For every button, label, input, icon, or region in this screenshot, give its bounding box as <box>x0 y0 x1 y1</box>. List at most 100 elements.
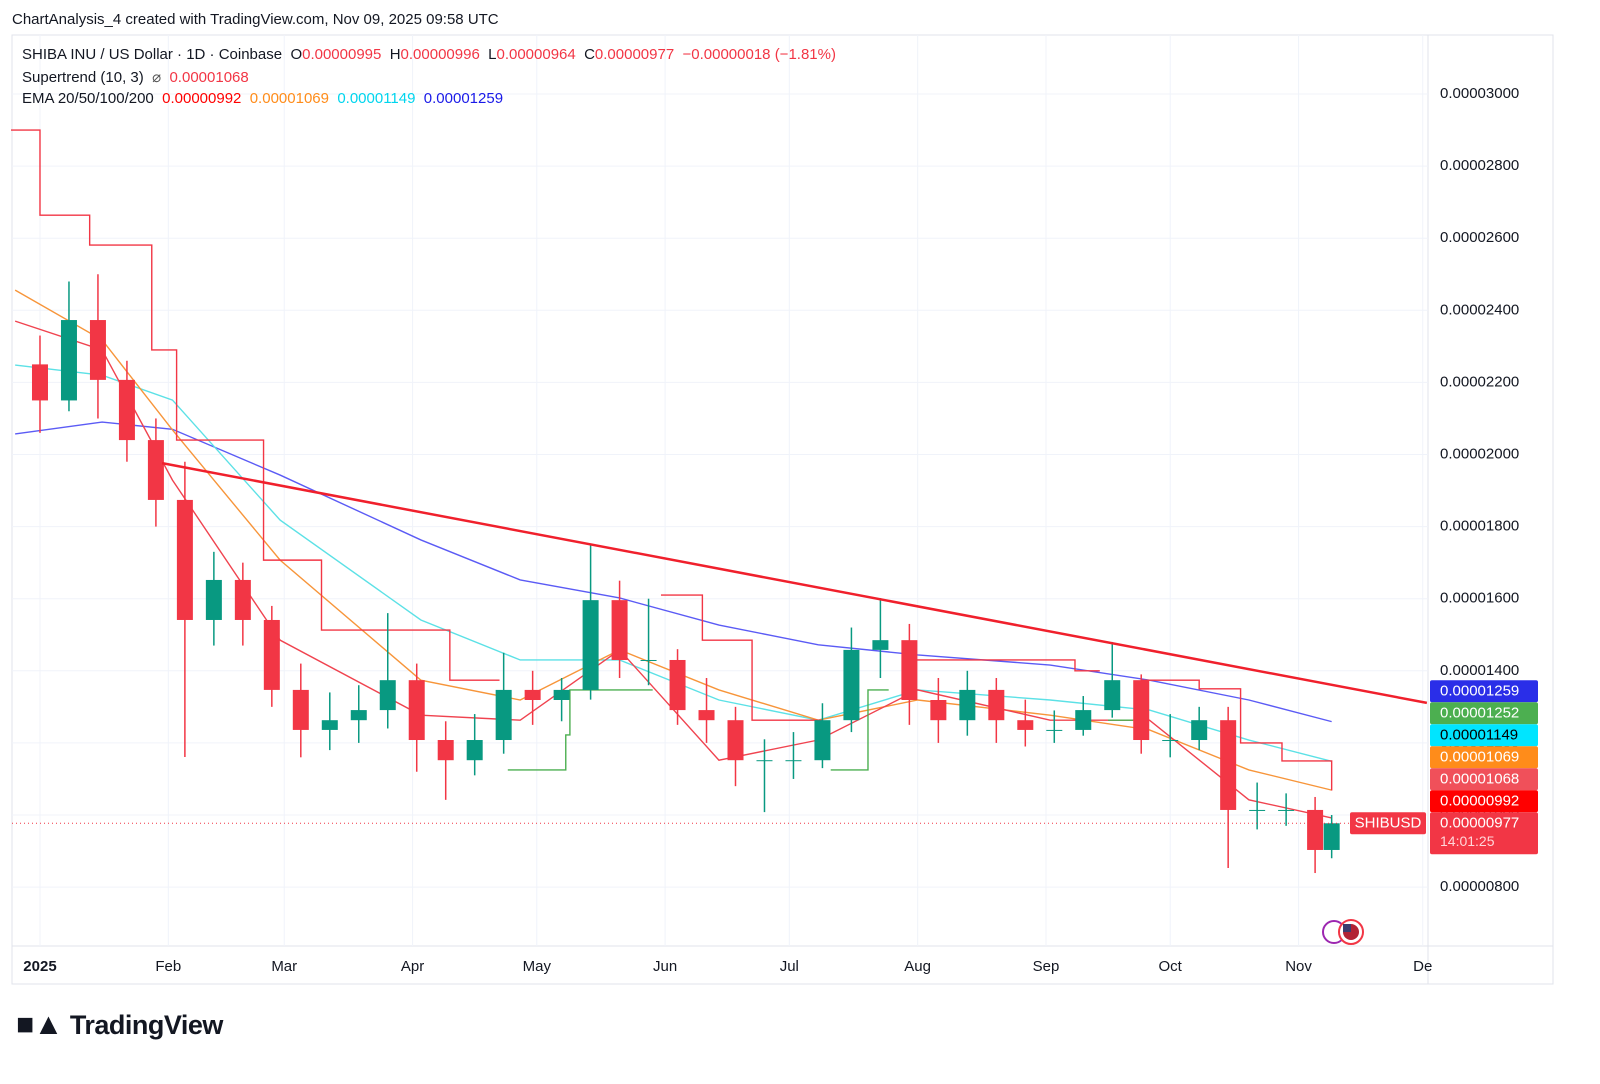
candle-body <box>930 700 947 721</box>
y-tick-label: 0.00002200 <box>1440 373 1519 390</box>
y-tick-label: 0.00002400 <box>1440 301 1519 318</box>
ema-line <box>15 364 1332 762</box>
candle-body <box>1220 720 1237 810</box>
ema100-value: 0.00001149 <box>337 90 416 107</box>
price-label: 0.00001252 <box>1440 704 1519 721</box>
candle-body <box>205 579 222 620</box>
h-value: 0.00000996 <box>400 46 480 63</box>
candle-body <box>437 740 454 761</box>
candle-body <box>988 689 1005 721</box>
candle-body <box>466 740 483 761</box>
brand-logo: ■▲ TradingView <box>16 1008 224 1041</box>
candle-body <box>292 689 309 730</box>
candle-body <box>1307 809 1324 850</box>
l-value: 0.00000964 <box>496 46 576 63</box>
y-tick-label: 0.00000800 <box>1440 878 1519 895</box>
supertrend-line <box>1141 679 1333 791</box>
price-label-bg <box>1430 702 1538 725</box>
h-label: H <box>389 46 401 63</box>
supertrend-line <box>507 689 653 771</box>
price-label: 0.00001069 <box>1440 748 1519 765</box>
candle-body <box>495 689 512 741</box>
candle-body <box>814 720 831 761</box>
candle-body <box>582 600 599 690</box>
candle-body <box>785 760 802 762</box>
symbol-badge <box>1350 812 1426 835</box>
symbol-title: SHIBA INU / US Dollar · 1D · Coinbase <box>22 46 283 63</box>
x-tick-label: Oct <box>1159 958 1183 975</box>
candle-body <box>60 320 77 401</box>
legend-supertrend: Supertrend (10, 3) ⌀ 0.00001068 <box>22 69 249 86</box>
candle-body <box>553 689 570 701</box>
price-label: 0.00001068 <box>1440 770 1519 787</box>
ema50-value: 0.00001069 <box>249 90 329 107</box>
x-tick-label: Mar <box>271 958 297 975</box>
price-label-bg <box>1430 768 1538 791</box>
supertrend-line <box>660 594 823 721</box>
candle-body <box>379 680 396 711</box>
candle-body <box>89 320 106 380</box>
price-label-bg <box>1430 790 1538 813</box>
trendline <box>161 461 1428 705</box>
x-tick-label: Jun <box>653 958 677 975</box>
x-tick-label: 2025 <box>23 958 56 975</box>
price-label-bg <box>1430 812 1538 855</box>
o-label: O <box>290 46 303 63</box>
candle-body <box>147 440 164 500</box>
candle-body <box>669 659 686 711</box>
y-tick-label: 0.00003000 <box>1440 85 1519 102</box>
x-tick-label: Aug <box>904 958 931 975</box>
legend-ema: EMA 20/50/100/200 0.00000992 0.00001069 … <box>22 90 503 107</box>
candle-body <box>263 619 280 690</box>
c-label: C <box>584 46 595 63</box>
candle-body <box>1162 740 1179 742</box>
candle-body <box>959 689 976 721</box>
price-label-bg <box>1430 724 1538 747</box>
x-tick-label: Jul <box>780 958 799 975</box>
price-label-bg <box>1430 746 1538 769</box>
credit: ChartAnalysis_4 created with TradingView… <box>12 11 499 28</box>
x-tick-label: May <box>523 958 552 975</box>
chart-frame <box>11 34 1554 985</box>
candle-body <box>1278 809 1295 811</box>
x-tick-label: Nov <box>1285 958 1312 975</box>
flag-icon <box>1322 919 1364 945</box>
supertrend-line <box>913 659 1100 672</box>
change: −0.00000018 (−1.81%) <box>682 46 836 63</box>
y-tick-label: 0.00002800 <box>1440 157 1519 174</box>
ema-line <box>15 421 1332 723</box>
y-tick-label: 0.00001800 <box>1440 518 1519 535</box>
supertrend-value: 0.00001068 <box>169 69 249 86</box>
ema-title: EMA 20/50/100/200 <box>22 90 154 107</box>
supertrend-line <box>830 689 889 771</box>
ema200-value: 0.00001259 <box>423 90 504 107</box>
price-label: 0.00000977 <box>1440 814 1519 831</box>
candle-body <box>1104 680 1121 711</box>
candle-body <box>843 649 860 721</box>
candle-body <box>1017 720 1034 730</box>
candle-body <box>234 579 251 620</box>
candle-body <box>1191 720 1208 741</box>
price-label: 0.00000992 <box>1440 792 1519 809</box>
candle-body <box>321 720 338 730</box>
candle-body <box>1249 809 1266 811</box>
symbol-label: SHIBUSD <box>1355 814 1422 831</box>
x-tick-label: Apr <box>401 958 424 975</box>
price-label: 0.00001259 <box>1440 682 1519 699</box>
candle-body <box>1075 710 1092 730</box>
candle-body <box>872 640 889 650</box>
x-tick-label: De <box>1413 958 1432 975</box>
y-tick-label: 0.00002600 <box>1440 229 1519 246</box>
candle-body <box>176 499 193 620</box>
candle-body <box>756 760 773 762</box>
candle-body <box>611 600 628 660</box>
candle-body <box>1046 729 1063 731</box>
o-value: 0.00000995 <box>302 46 382 63</box>
l-label: L <box>488 46 497 63</box>
y-tick-label: 0.00002000 <box>1440 445 1519 462</box>
candle-body <box>350 710 367 721</box>
supertrend-line <box>11 129 500 681</box>
brand-text: TradingView <box>69 1010 224 1040</box>
